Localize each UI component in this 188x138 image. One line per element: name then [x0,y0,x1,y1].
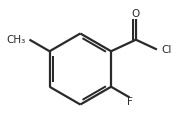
Text: Cl: Cl [162,45,172,55]
Text: CH₃: CH₃ [6,35,25,45]
Text: F: F [127,97,133,107]
Text: O: O [132,9,140,19]
